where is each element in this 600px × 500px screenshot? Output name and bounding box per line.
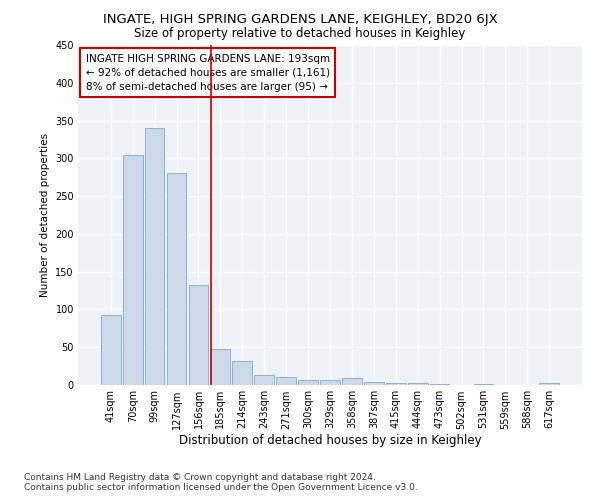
X-axis label: Distribution of detached houses by size in Keighley: Distribution of detached houses by size … <box>179 434 481 447</box>
Text: INGATE, HIGH SPRING GARDENS LANE, KEIGHLEY, BD20 6JX: INGATE, HIGH SPRING GARDENS LANE, KEIGHL… <box>103 12 497 26</box>
Bar <box>364 382 384 385</box>
Bar <box>211 350 230 385</box>
Bar <box>145 128 164 385</box>
Text: Contains HM Land Registry data © Crown copyright and database right 2024.
Contai: Contains HM Land Registry data © Crown c… <box>24 473 418 492</box>
Bar <box>276 378 296 385</box>
Bar <box>539 384 559 385</box>
Bar <box>298 380 318 385</box>
Bar <box>101 314 121 385</box>
Y-axis label: Number of detached properties: Number of detached properties <box>40 133 50 297</box>
Bar <box>254 375 274 385</box>
Bar <box>123 154 143 385</box>
Bar <box>167 174 187 385</box>
Bar <box>473 384 493 385</box>
Bar <box>320 380 340 385</box>
Bar <box>188 286 208 385</box>
Bar <box>232 361 252 385</box>
Text: Size of property relative to detached houses in Keighley: Size of property relative to detached ho… <box>134 28 466 40</box>
Bar <box>386 382 406 385</box>
Text: INGATE HIGH SPRING GARDENS LANE: 193sqm
← 92% of detached houses are smaller (1,: INGATE HIGH SPRING GARDENS LANE: 193sqm … <box>86 54 329 92</box>
Bar <box>342 378 362 385</box>
Bar <box>430 384 449 385</box>
Bar <box>408 382 428 385</box>
